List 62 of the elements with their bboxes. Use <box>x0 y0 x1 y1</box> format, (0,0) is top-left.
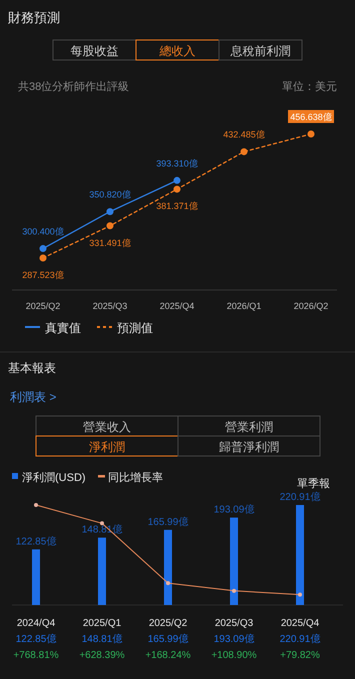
data-label: 193.09億 <box>214 633 254 645</box>
point <box>106 208 114 216</box>
data-label: +108.90% <box>211 650 257 661</box>
text: 淨利潤 <box>89 440 125 454</box>
text: 193.09億 <box>214 504 254 516</box>
data-label: 300.400億 <box>22 226 64 237</box>
data-label: +168.24% <box>145 650 191 661</box>
text: 單季報 <box>297 477 330 490</box>
data-label: 331.491億 <box>89 238 131 248</box>
x-tick-label: 2025/Q1 <box>82 618 122 629</box>
bar <box>98 538 106 605</box>
point <box>106 222 114 230</box>
point <box>40 254 46 262</box>
point <box>40 245 46 252</box>
text: 220.91億 <box>280 492 320 503</box>
data-label: 393.310億 <box>156 158 198 168</box>
x-tick-label: 2026/Q2 <box>294 301 328 311</box>
data-label: 287.523億 <box>22 270 64 280</box>
x-tick-label: 2025/Q4 <box>160 301 194 311</box>
legend-label: 淨利潤(USD) <box>22 471 86 484</box>
text: 營業利潤 <box>225 420 273 434</box>
text: 單位：美元 <box>282 80 337 93</box>
data-label: 432.485億 <box>223 130 265 140</box>
text: 165.99億 <box>148 516 188 528</box>
legend-label: 真實值 <box>45 321 81 335</box>
x-tick-label: 2025/Q3 <box>92 301 128 311</box>
text: 122.85億 <box>16 536 56 548</box>
text: 每股收益 <box>70 44 118 58</box>
x-tick-label: 2025/Q2 <box>26 301 60 311</box>
legend-label: 預測值 <box>117 321 153 335</box>
x-tick-label: 2025/Q3 <box>214 618 254 629</box>
point <box>174 176 180 184</box>
x-tick-label: 2026/Q1 <box>226 301 262 311</box>
point <box>174 186 180 193</box>
text: 共38位分析師作出評級 <box>18 80 130 93</box>
data-label: 165.99億 <box>148 633 188 645</box>
text: 總收入 <box>158 44 196 58</box>
bar <box>296 505 304 605</box>
data-label: 456.638億 <box>290 112 332 122</box>
data-label: +628.39% <box>79 650 125 661</box>
bar <box>32 549 40 605</box>
x-tick-label: 2024/Q4 <box>16 618 56 629</box>
x-tick-label: 2025/Q4 <box>280 618 320 629</box>
bar <box>164 530 172 605</box>
text: 歸普淨利潤 <box>219 440 279 454</box>
data-label: +768.81% <box>13 650 59 661</box>
bar <box>230 518 238 605</box>
data-label: +79.82% <box>280 650 320 661</box>
point <box>240 148 248 156</box>
data-label: 122.85億 <box>16 633 56 645</box>
data-label: 350.820億 <box>89 190 131 200</box>
point <box>308 130 314 138</box>
x-tick-label: 2025/Q2 <box>148 618 188 629</box>
text: 息稅前利潤 <box>230 44 290 58</box>
chart-title: 基本報表 <box>8 361 56 375</box>
text: 利潤表 > <box>10 390 56 404</box>
data-label: 381.371億 <box>156 201 198 212</box>
data-label: 220.91億 <box>280 633 320 645</box>
data-label: 148.81億 <box>82 633 122 645</box>
text: 營業收入 <box>83 420 131 434</box>
chart-title: 財務預測 <box>8 10 60 25</box>
legend-label: 同比增長率 <box>108 471 163 484</box>
